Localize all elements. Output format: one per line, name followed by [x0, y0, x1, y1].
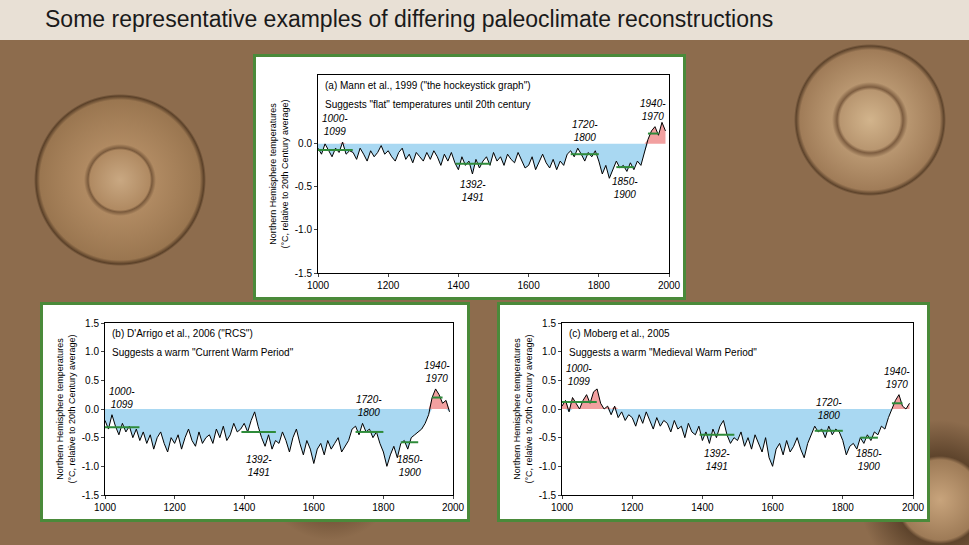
svg-text:1600: 1600 [761, 502, 784, 513]
svg-text:Northern Hemisphere temperatur: Northern Hemisphere temperatures(°C, rel… [512, 334, 534, 483]
svg-text:1000: 1000 [94, 502, 117, 513]
svg-text:1000-1099: 1000-1099 [566, 363, 592, 387]
svg-text:1.5: 1.5 [542, 318, 556, 329]
svg-text:(a) Mann et al., 1999 ("the ho: (a) Mann et al., 1999 ("the hockeystick … [325, 80, 531, 91]
svg-text:1720-1800: 1720-1800 [572, 119, 598, 143]
svg-text:-0.5: -0.5 [295, 181, 313, 192]
svg-text:(b) D'Arrigo et al., 2006 ("RC: (b) D'Arrigo et al., 2006 ("RCS") [112, 328, 253, 339]
svg-text:1400: 1400 [447, 280, 470, 291]
svg-text:Northern Hemisphere temperatur: Northern Hemisphere temperatures(°C, rel… [268, 99, 290, 248]
svg-text:0.0: 0.0 [298, 138, 312, 149]
svg-text:-1.5: -1.5 [82, 490, 100, 501]
svg-text:1392-1491: 1392-1491 [460, 179, 486, 203]
svg-text:1392-1491: 1392-1491 [246, 454, 272, 478]
svg-text:1000-1099: 1000-1099 [109, 386, 135, 410]
svg-text:1400: 1400 [691, 502, 714, 513]
svg-text:1600: 1600 [303, 502, 326, 513]
svg-text:1850-1900: 1850-1900 [397, 454, 423, 478]
svg-text:1850-1900: 1850-1900 [856, 448, 882, 472]
svg-text:-1.0: -1.0 [539, 461, 557, 472]
svg-text:1000: 1000 [307, 280, 330, 291]
svg-text:1.0: 1.0 [85, 346, 99, 357]
svg-text:(c) Moberg et al., 2005: (c) Moberg et al., 2005 [569, 328, 670, 339]
svg-text:2000: 2000 [442, 502, 465, 513]
svg-text:1200: 1200 [377, 280, 400, 291]
svg-text:1400: 1400 [233, 502, 256, 513]
html-text:Some representative examples o: Some representative examples of differin… [45, 6, 774, 32]
svg-text:2000: 2000 [658, 280, 681, 291]
svg-text:Northern Hemisphere temperatur: Northern Hemisphere temperatures(°C, rel… [55, 334, 77, 483]
svg-text:-1.5: -1.5 [539, 490, 557, 501]
svg-text:1800: 1800 [588, 280, 611, 291]
svg-text:1940-1970: 1940-1970 [884, 366, 910, 390]
svg-text:1940-1970: 1940-1970 [424, 360, 450, 384]
svg-text:-1.5: -1.5 [295, 268, 313, 279]
svg-text:Suggests "flat" temperatures u: Suggests "flat" temperatures until 20th … [325, 99, 531, 110]
svg-text:1600: 1600 [517, 280, 540, 291]
svg-text:0.0: 0.0 [542, 404, 556, 415]
svg-text:0.0: 0.0 [85, 404, 99, 415]
svg-text:1200: 1200 [163, 502, 186, 513]
svg-text:0.5: 0.5 [85, 375, 99, 386]
svg-text:1940-1970: 1940-1970 [640, 98, 666, 122]
svg-text:1.0: 1.0 [542, 346, 556, 357]
svg-text:1800: 1800 [832, 502, 855, 513]
svg-text:1200: 1200 [621, 502, 644, 513]
svg-text:1720-1800: 1720-1800 [816, 397, 842, 421]
svg-text:Suggests a warm "Current Warm: Suggests a warm "Current Warm Period" [112, 347, 294, 358]
svg-text:0.5: 0.5 [542, 375, 556, 386]
svg-text:-0.5: -0.5 [82, 432, 100, 443]
svg-text:1720-1800: 1720-1800 [356, 394, 382, 418]
svg-text:-1.0: -1.0 [295, 224, 313, 235]
svg-text:1000-1099: 1000-1099 [322, 113, 348, 137]
svg-text:Suggests a warm "Medieval Warm: Suggests a warm "Medieval Warm Period" [569, 347, 757, 358]
svg-text:1.5: 1.5 [85, 318, 99, 329]
svg-text:1850-1900: 1850-1900 [612, 176, 638, 200]
svg-text:-0.5: -0.5 [539, 432, 557, 443]
svg-text:1392-1491: 1392-1491 [704, 448, 730, 472]
svg-text:1000: 1000 [551, 502, 574, 513]
svg-text:1800: 1800 [372, 502, 395, 513]
svg-text:-1.0: -1.0 [82, 461, 100, 472]
svg-text:2000: 2000 [902, 502, 925, 513]
